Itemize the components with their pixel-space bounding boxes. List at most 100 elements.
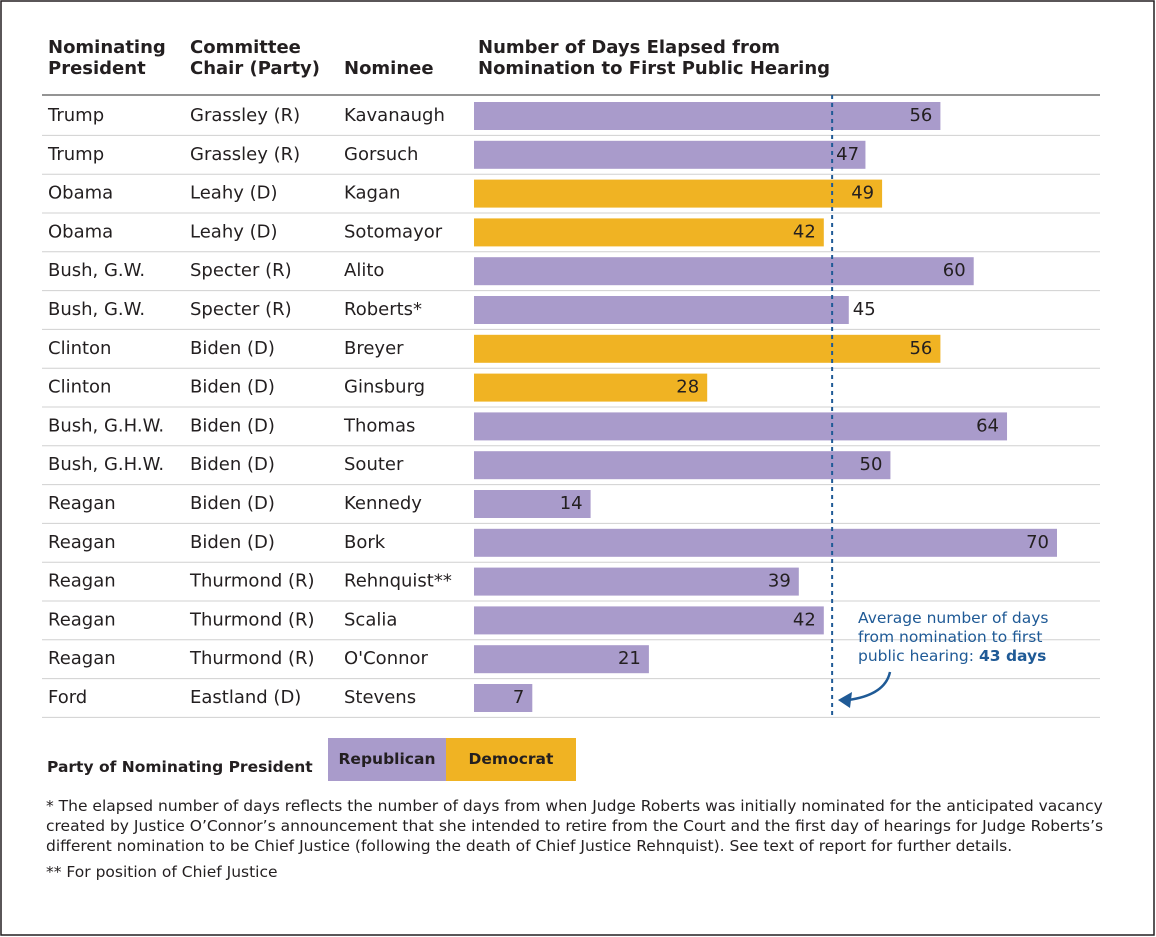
nominee: Kagan	[344, 183, 400, 204]
nominee: Roberts*	[344, 299, 422, 320]
president: Bush, G.H.W.	[48, 415, 164, 436]
bar	[474, 606, 824, 635]
annotation-line: Average number of days	[858, 609, 1048, 627]
president: Reagan	[48, 493, 116, 514]
bar	[474, 296, 849, 324]
column-header: Nominee	[344, 58, 434, 79]
bar	[474, 218, 824, 247]
bar	[474, 140, 866, 169]
bar	[474, 373, 708, 402]
nominee: Scalia	[344, 609, 397, 630]
nominee: Breyer	[344, 338, 404, 359]
value-label: 7	[513, 687, 524, 708]
nominee: Ginsburg	[344, 377, 425, 398]
committee-chair: Eastland (D)	[190, 687, 301, 708]
bar	[474, 528, 1057, 557]
bar	[474, 645, 649, 674]
annotation-line: public hearing:	[858, 647, 974, 665]
value-label: 45	[853, 299, 876, 320]
president: Bush, G.H.W.	[48, 454, 164, 475]
nominee: O'Connor	[344, 648, 429, 669]
committee-chair: Leahy (D)	[190, 183, 278, 204]
nominee: Souter	[344, 454, 404, 475]
nominee: Kavanaugh	[344, 105, 445, 126]
nominee: Stevens	[344, 687, 416, 708]
legend-title: Party of Nominating President	[47, 758, 313, 776]
bar	[474, 257, 974, 286]
average-annotation: Average number of days from nomination to…	[858, 609, 1048, 665]
president: Bush, G.W.	[48, 299, 145, 320]
column-header: Nominating	[48, 37, 166, 58]
value-label: 60	[943, 260, 966, 281]
annotation-line: from nomination to first	[858, 628, 1042, 646]
committee-chair: Grassley (R)	[190, 105, 300, 126]
column-header: Committee	[190, 37, 301, 58]
footnote: ** For position of Chief Justice	[46, 863, 278, 881]
committee-chair: Specter (R)	[190, 299, 292, 320]
bar	[474, 567, 799, 596]
value-label: 49	[851, 183, 874, 204]
value-label: 14	[560, 493, 583, 514]
committee-chair: Biden (D)	[190, 377, 275, 398]
committee-chair: Biden (D)	[190, 454, 275, 475]
president: Reagan	[48, 532, 116, 553]
column-header: Number of Days Elapsed from	[478, 37, 780, 58]
nominee: Alito	[344, 260, 384, 281]
value-label: 56	[909, 105, 932, 126]
legend-swatch	[328, 738, 446, 781]
value-label: 39	[768, 571, 791, 592]
committee-chair: Biden (D)	[190, 493, 275, 514]
value-label: 28	[676, 377, 699, 398]
nominee: Sotomayor	[344, 221, 443, 242]
committee-chair: Grassley (R)	[190, 144, 300, 165]
legend-swatch	[446, 738, 576, 781]
value-label: 42	[793, 221, 816, 242]
value-label: 47	[836, 144, 859, 165]
nominee: Bork	[344, 532, 386, 553]
bar	[474, 334, 941, 363]
committee-chair: Leahy (D)	[190, 221, 278, 242]
nominee: Rehnquist**	[344, 571, 452, 592]
value-label: 21	[618, 648, 641, 669]
president: Clinton	[48, 377, 111, 398]
footnote: * The elapsed number of days reflects th…	[46, 797, 1104, 855]
president: Reagan	[48, 571, 116, 592]
value-label: 70	[1026, 532, 1049, 553]
president: Trump	[47, 105, 104, 126]
column-header: President	[48, 58, 146, 79]
value-label: 50	[860, 454, 883, 475]
value-label: 42	[793, 609, 816, 630]
committee-chair: Biden (D)	[190, 532, 275, 553]
nominee: Kennedy	[344, 493, 422, 514]
bar	[474, 490, 591, 518]
committee-chair: Thurmond (R)	[189, 648, 315, 669]
bar	[474, 412, 1008, 441]
column-header: Chair (Party)	[190, 58, 320, 79]
committee-chair: Biden (D)	[190, 338, 275, 359]
nominee: Thomas	[343, 415, 415, 436]
committee-chair: Specter (R)	[190, 260, 292, 281]
average-value-label: 43 days	[979, 647, 1046, 665]
value-label: 64	[976, 415, 999, 436]
president: Obama	[48, 221, 113, 242]
bar	[474, 684, 533, 712]
nominee: Gorsuch	[344, 144, 418, 165]
president: Reagan	[48, 609, 116, 630]
column-header: Nomination to First Public Hearing	[478, 58, 830, 79]
arrow-head	[838, 692, 852, 708]
president: Obama	[48, 183, 113, 204]
annotation-arrow	[847, 671, 892, 702]
legend-label: Republican	[339, 750, 436, 768]
president: Clinton	[48, 338, 111, 359]
president: Trump	[47, 144, 104, 165]
president: Ford	[48, 687, 87, 708]
bar	[474, 102, 941, 130]
president: Bush, G.W.	[48, 260, 145, 281]
footnotes: * The elapsed number of days reflects th…	[46, 796, 1121, 888]
president: Reagan	[48, 648, 116, 669]
committee-chair: Thurmond (R)	[189, 609, 315, 630]
committee-chair: Thurmond (R)	[189, 571, 315, 592]
